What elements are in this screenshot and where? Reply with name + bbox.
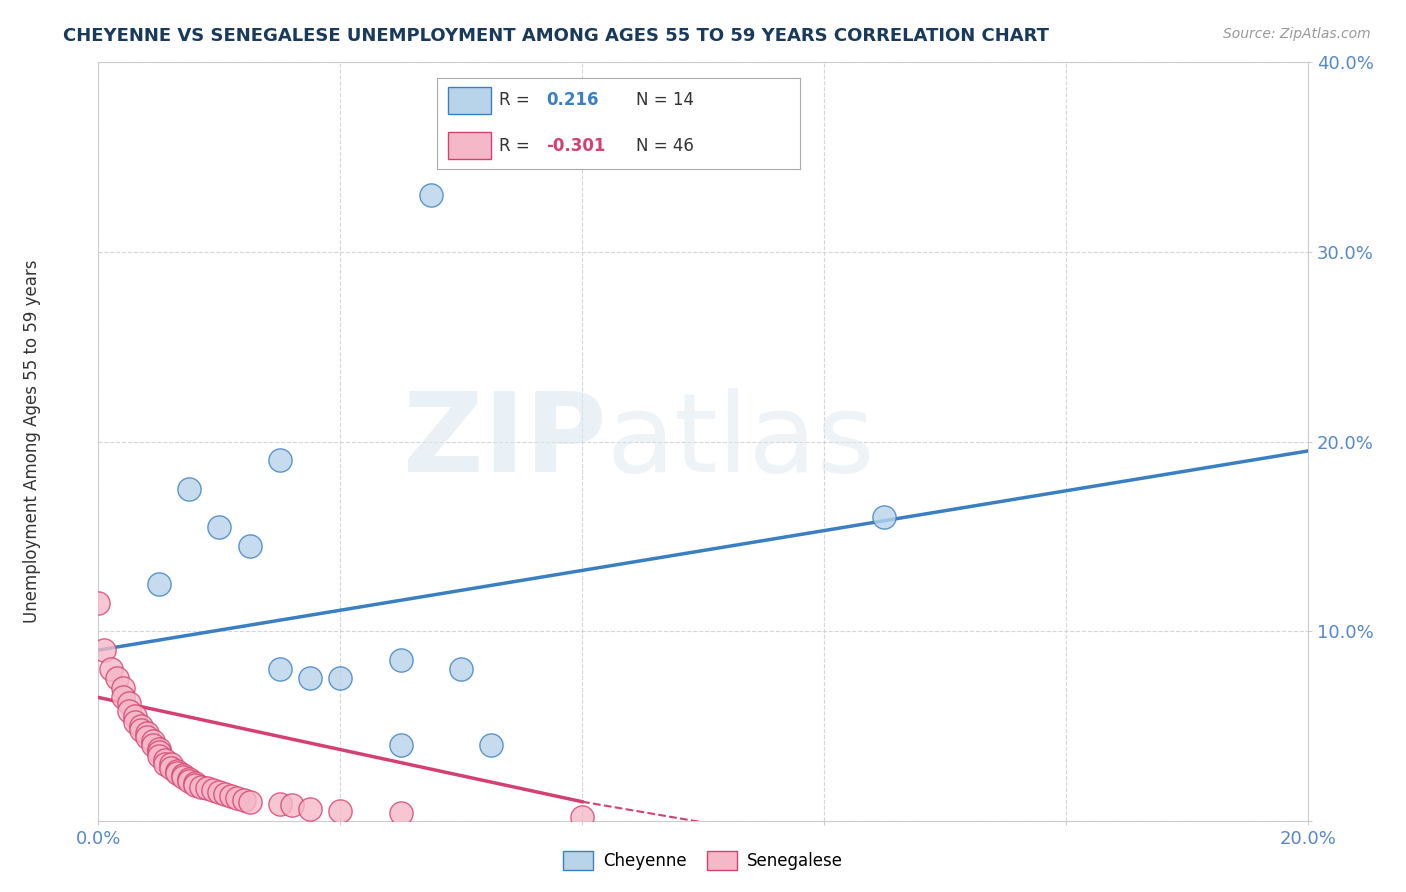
Text: atlas: atlas [606,388,875,495]
Point [179,772,201,786]
Point [118,704,141,718]
Point [142,734,165,748]
Point [269,453,291,467]
Point [221,789,243,803]
Point [450,662,472,676]
Point [135,730,157,744]
Point [166,764,188,779]
Point [184,776,207,790]
Point [160,760,183,774]
Point [389,806,412,821]
Point [214,787,236,801]
Point [124,709,146,723]
Point [172,770,194,784]
Text: Unemployment Among Ages 55 to 59 years: Unemployment Among Ages 55 to 59 years [22,260,41,624]
Point [111,681,134,695]
Point [179,482,201,496]
Point [148,749,170,764]
Point [135,726,157,740]
Point [389,652,412,666]
Point [118,696,141,710]
Point [184,778,207,792]
Point [571,810,593,824]
Text: Source: ZipAtlas.com: Source: ZipAtlas.com [1223,27,1371,41]
Point [148,741,170,756]
Point [111,690,134,705]
Point [269,797,291,811]
Legend: Cheyenne, Senegalese: Cheyenne, Senegalese [557,844,849,877]
Point [239,795,262,809]
Point [873,510,896,524]
Point [329,672,352,686]
Point [129,723,152,737]
Point [481,738,503,752]
Point [299,672,322,686]
Point [232,793,254,807]
Point [124,715,146,730]
Point [87,596,110,610]
Point [420,188,443,202]
Point [269,662,291,676]
Point [153,756,176,771]
Point [190,780,212,794]
Point [105,672,128,686]
Point [148,746,170,760]
Text: CHEYENNE VS SENEGALESE UNEMPLOYMENT AMONG AGES 55 TO 59 YEARS CORRELATION CHART: CHEYENNE VS SENEGALESE UNEMPLOYMENT AMON… [63,27,1049,45]
Point [281,798,304,813]
Point [389,738,412,752]
Point [195,781,218,796]
Text: ZIP: ZIP [404,388,606,495]
Point [172,768,194,782]
Point [179,773,201,788]
Point [208,520,231,534]
Point [226,791,249,805]
Point [329,804,352,818]
Point [299,802,322,816]
Point [208,785,231,799]
Point [202,783,225,797]
Point [148,576,170,591]
Point [93,643,115,657]
Point [160,756,183,771]
Point [100,662,122,676]
Point [129,719,152,733]
Point [153,753,176,767]
Point [239,539,262,553]
Point [166,766,188,780]
Point [142,738,165,752]
